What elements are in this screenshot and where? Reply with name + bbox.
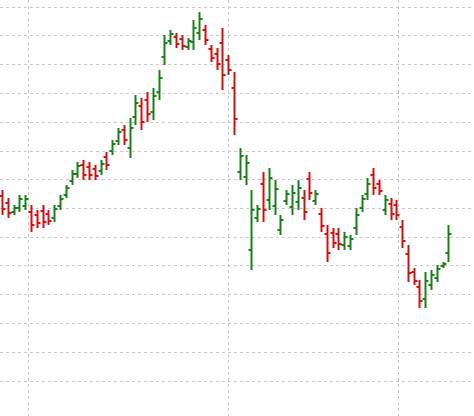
chart [0, 0, 474, 416]
